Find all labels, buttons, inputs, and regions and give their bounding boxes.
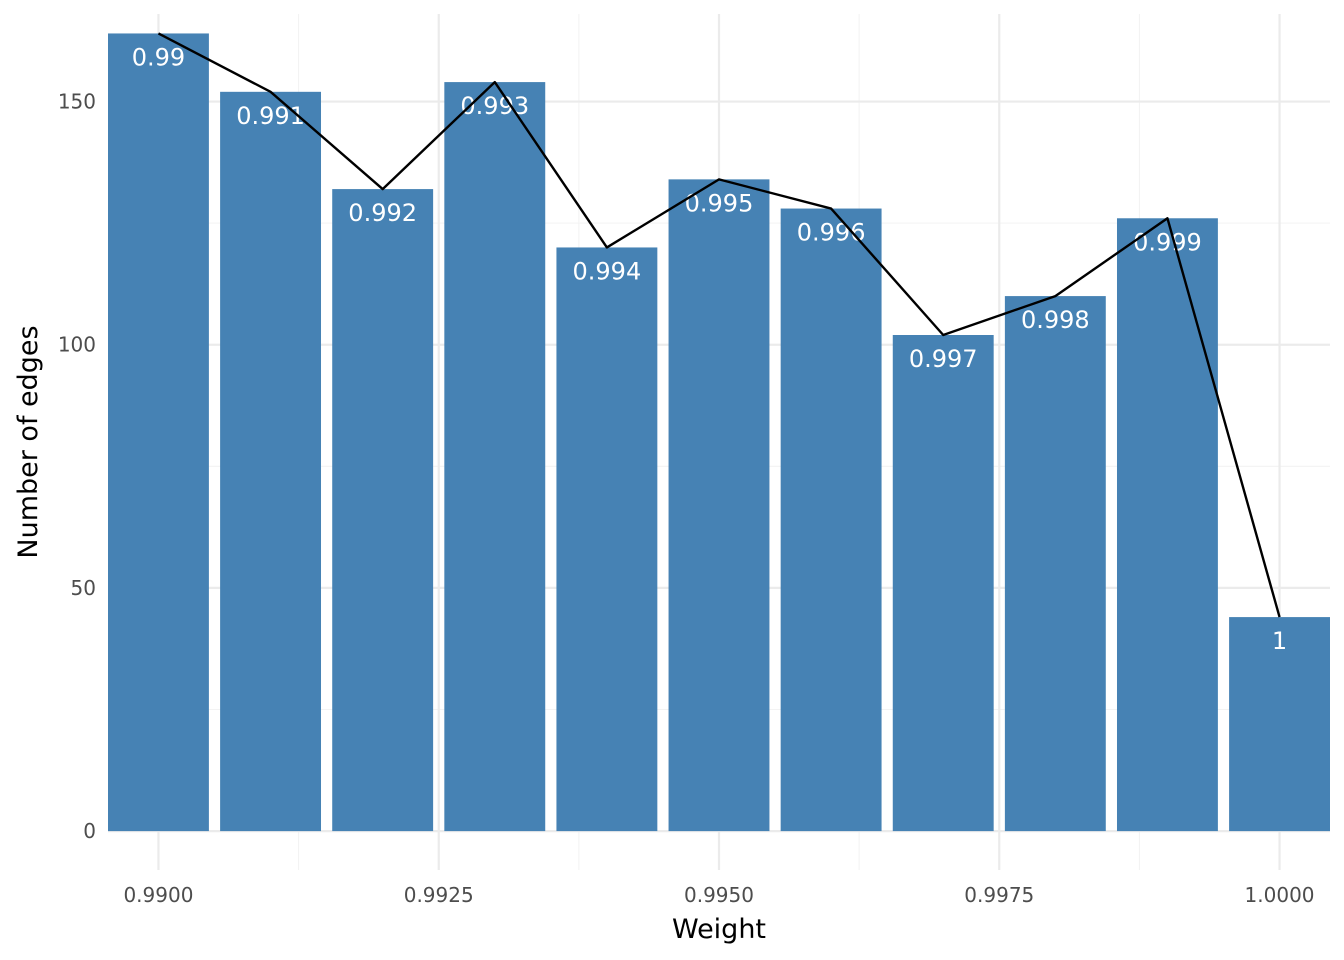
bar-labels-group: 0.990.9910.9920.9930.9940.9950.9960.9970… [132,43,1287,655]
x-tick-label: 0.9925 [404,883,474,907]
bar [1004,296,1106,832]
x-tick-label: 0.9900 [123,883,193,907]
x-axis-title: Weight [672,914,766,945]
bar-value-label: 0.991 [236,102,305,130]
y-tick-label: 0 [83,819,96,843]
bar [892,335,994,832]
y-axis-title: Number of edges [13,325,44,558]
bar [780,208,882,832]
bar [220,91,322,832]
bar-value-label: 0.99 [132,43,185,71]
bar [332,189,434,832]
bar [668,179,770,832]
x-tick-label: 0.9975 [964,883,1034,907]
y-tick-label: 150 [58,90,96,114]
trend-line-group [157,32,1281,618]
x-tick-label: 0.9950 [684,883,754,907]
bar [1116,218,1218,832]
y-axis-ticks: 0 50 100 150 [58,90,96,844]
x-axis-ticks: 0.9900 0.9925 0.9950 0.9975 1.0000 [123,883,1314,907]
y-tick-label: 100 [58,333,96,357]
x-tick-label: 1.0000 [1245,883,1315,907]
bar [108,33,209,832]
y-tick-label: 50 [71,576,96,600]
bar-value-label: 0.996 [797,219,866,247]
bar-value-label: 0.997 [909,345,978,373]
bar-value-label: 1 [1272,627,1287,655]
bar [556,247,658,832]
bars-group [108,33,1330,832]
bar-value-label: 0.992 [348,199,417,227]
bar-value-label: 0.999 [1133,228,1202,256]
bar-value-label: 0.998 [1021,306,1090,334]
bar [444,82,546,832]
trend-line [157,32,1281,618]
bar-value-label: 0.994 [573,257,642,285]
bar [1229,617,1330,832]
